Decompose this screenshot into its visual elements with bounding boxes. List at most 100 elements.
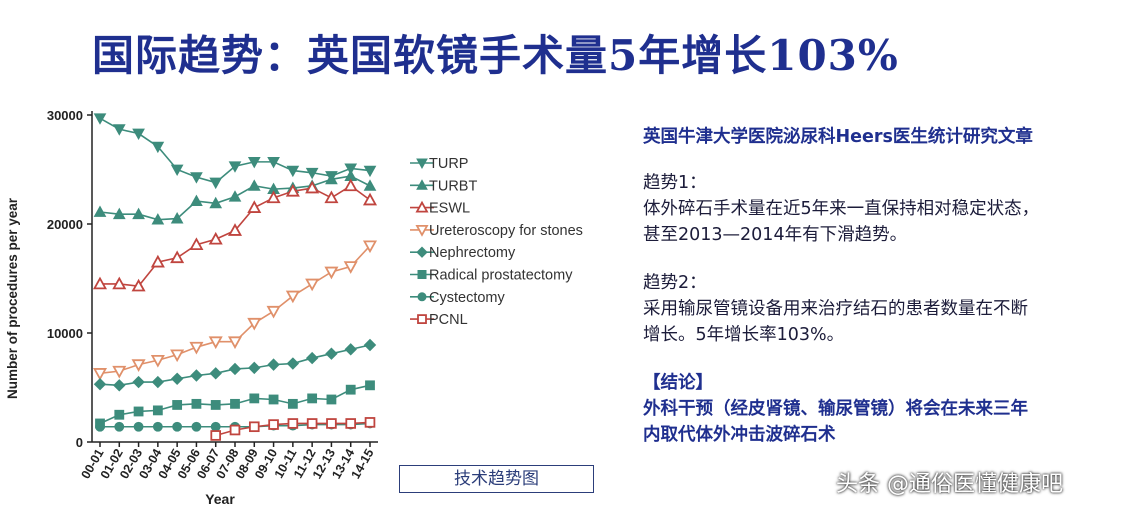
y-tick-label: 30000: [47, 108, 83, 123]
data-point-nephrectomy: [248, 361, 261, 375]
legend-label: TURBT: [429, 178, 477, 194]
conclusion-label: 【结论】: [643, 373, 713, 393]
data-point-radical-prostatectomy: [191, 398, 202, 409]
data-point-nephrectomy: [132, 375, 145, 389]
legend-item-turp: TURP: [410, 156, 468, 172]
legend-marker: [416, 246, 428, 258]
legend-label: Ureteroscopy for stones: [429, 223, 583, 239]
data-point-turp: [228, 161, 242, 173]
data-point-turp: [344, 163, 358, 175]
trend1-line2: 甚至2013—2014年有下滑趋势。: [643, 225, 908, 245]
legend-label: Radical prostatectomy: [429, 268, 573, 284]
data-point-radical-prostatectomy: [287, 398, 298, 409]
data-point-eswl: [285, 183, 300, 197]
legend-marker: [417, 270, 427, 279]
data-point-cystectomy: [152, 421, 163, 432]
data-point-eswl: [305, 180, 320, 194]
data-point-ureteroscopy-for-stones: [266, 305, 281, 319]
data-point-pcnl: [306, 418, 318, 429]
data-point-cystectomy: [172, 421, 183, 432]
trend1-label: 趋势1：: [643, 173, 707, 193]
data-point-turp: [93, 113, 107, 125]
y-axis-title: Number of procedures per year: [5, 197, 20, 399]
data-point-radical-prostatectomy: [326, 394, 337, 405]
data-point-pcnl: [364, 417, 376, 428]
legend-label: PCNL: [429, 312, 468, 328]
data-point-turbt: [209, 196, 223, 209]
y-tick-label: 10000: [47, 326, 83, 341]
data-point-turp: [305, 167, 319, 180]
data-point-ureteroscopy-for-stones: [247, 317, 262, 331]
legend-item-ureteroscopy-for-stones: Ureteroscopy for stones: [410, 223, 583, 239]
legend-marker: [415, 200, 429, 213]
data-point-ureteroscopy-for-stones: [112, 365, 127, 379]
data-point-eswl: [208, 231, 223, 245]
conclusion-block: 【结论】 外科干预（经皮肾镜、输尿管镜）将会在未来三年 内取代体外冲击波碎石术: [643, 370, 1138, 448]
data-point-nephrectomy: [344, 343, 357, 356]
data-point-turp: [190, 172, 203, 184]
data-point-nephrectomy: [190, 369, 203, 382]
data-point-eswl: [227, 223, 243, 236]
legend-item-turbt: TURBT: [410, 178, 477, 194]
conclusion-line1: 外科干预（经皮肾镜、输尿管镜）将会在未来三年: [643, 399, 1028, 419]
data-point-cystectomy: [191, 421, 202, 432]
data-point-radical-prostatectomy: [152, 405, 163, 416]
data-point-pcnl: [268, 419, 279, 430]
data-point-eswl: [170, 250, 185, 264]
data-point-eswl: [131, 278, 146, 292]
series-ureteroscopy-for-stones: [92, 240, 378, 381]
data-point-turp: [267, 156, 280, 169]
data-point-ureteroscopy-for-stones: [92, 368, 108, 381]
series-nephrectomy: [93, 338, 377, 392]
data-point-eswl: [343, 178, 358, 192]
y-tick-label: 20000: [47, 217, 83, 232]
data-point-turbt: [363, 179, 377, 191]
data-point-turbt: [151, 213, 165, 225]
data-point-radical-prostatectomy: [133, 406, 144, 417]
data-point-turp: [112, 124, 126, 136]
legend-marker: [415, 224, 429, 237]
watermark: 头条 @通俗医懂健康吧: [836, 472, 1063, 497]
chart-caption: 技术趋势图: [399, 465, 594, 493]
data-point-turbt: [228, 190, 242, 202]
data-point-turp: [363, 165, 377, 178]
data-point-ureteroscopy-for-stones: [208, 336, 223, 350]
data-point-nephrectomy: [325, 347, 338, 360]
data-point-radical-prostatectomy: [172, 400, 183, 410]
data-point-ureteroscopy-for-stones: [343, 261, 358, 274]
data-point-eswl: [362, 192, 378, 206]
trend1-line1: 体外碎石手术量在近5年来一直保持相对稳定状态，: [643, 199, 1040, 219]
data-point-radical-prostatectomy: [268, 394, 279, 405]
data-point-radical-prostatectomy: [249, 393, 260, 404]
legend-marker: [416, 179, 428, 190]
data-point-pcnl: [210, 430, 222, 441]
data-point-ureteroscopy-for-stones: [150, 354, 165, 368]
series-pcnl: [210, 417, 376, 441]
legend-marker: [417, 292, 427, 302]
procedures-line-chart: 010000200003000000-0101-0202-0303-0404-0…: [5, 108, 583, 507]
data-point-turp: [132, 128, 145, 141]
data-point-radical-prostatectomy: [230, 398, 240, 409]
data-point-pcnl: [326, 418, 337, 429]
notes-panel: 英国牛津大学医院泌尿科Heers医生统计研究文章 趋势1： 体外碎石手术量在近5…: [643, 124, 1138, 448]
data-point-eswl: [324, 190, 339, 204]
data-point-nephrectomy: [209, 367, 222, 380]
data-point-cystectomy: [133, 421, 144, 432]
data-point-eswl: [92, 276, 108, 290]
trend2-line1: 采用输尿管镜设备用来治疗结石的患者数量在不断: [643, 299, 1028, 319]
data-point-turp: [209, 177, 223, 190]
data-point-turp: [170, 164, 184, 177]
trend2-block: 趋势2： 采用输尿管镜设备用来治疗结石的患者数量在不断 增长。5年增长率103%…: [643, 270, 1138, 348]
series-turp: [93, 113, 377, 190]
data-point-ureteroscopy-for-stones: [305, 278, 320, 292]
notes-heading: 英国牛津大学医院泌尿科Heers医生统计研究文章: [643, 127, 1033, 147]
legend-marker: [417, 314, 427, 325]
data-point-nephrectomy: [228, 362, 242, 376]
data-point-ureteroscopy-for-stones: [227, 336, 243, 350]
page-title: 国际趋势：英国软镜手术量5年增长103%: [92, 31, 899, 80]
data-point-nephrectomy: [151, 375, 165, 389]
data-point-radical-prostatectomy: [345, 384, 356, 395]
legend-item-radical-prostatectomy: Radical prostatectomy: [410, 268, 573, 284]
data-point-turbt: [112, 207, 126, 220]
data-point-turp: [286, 165, 300, 178]
